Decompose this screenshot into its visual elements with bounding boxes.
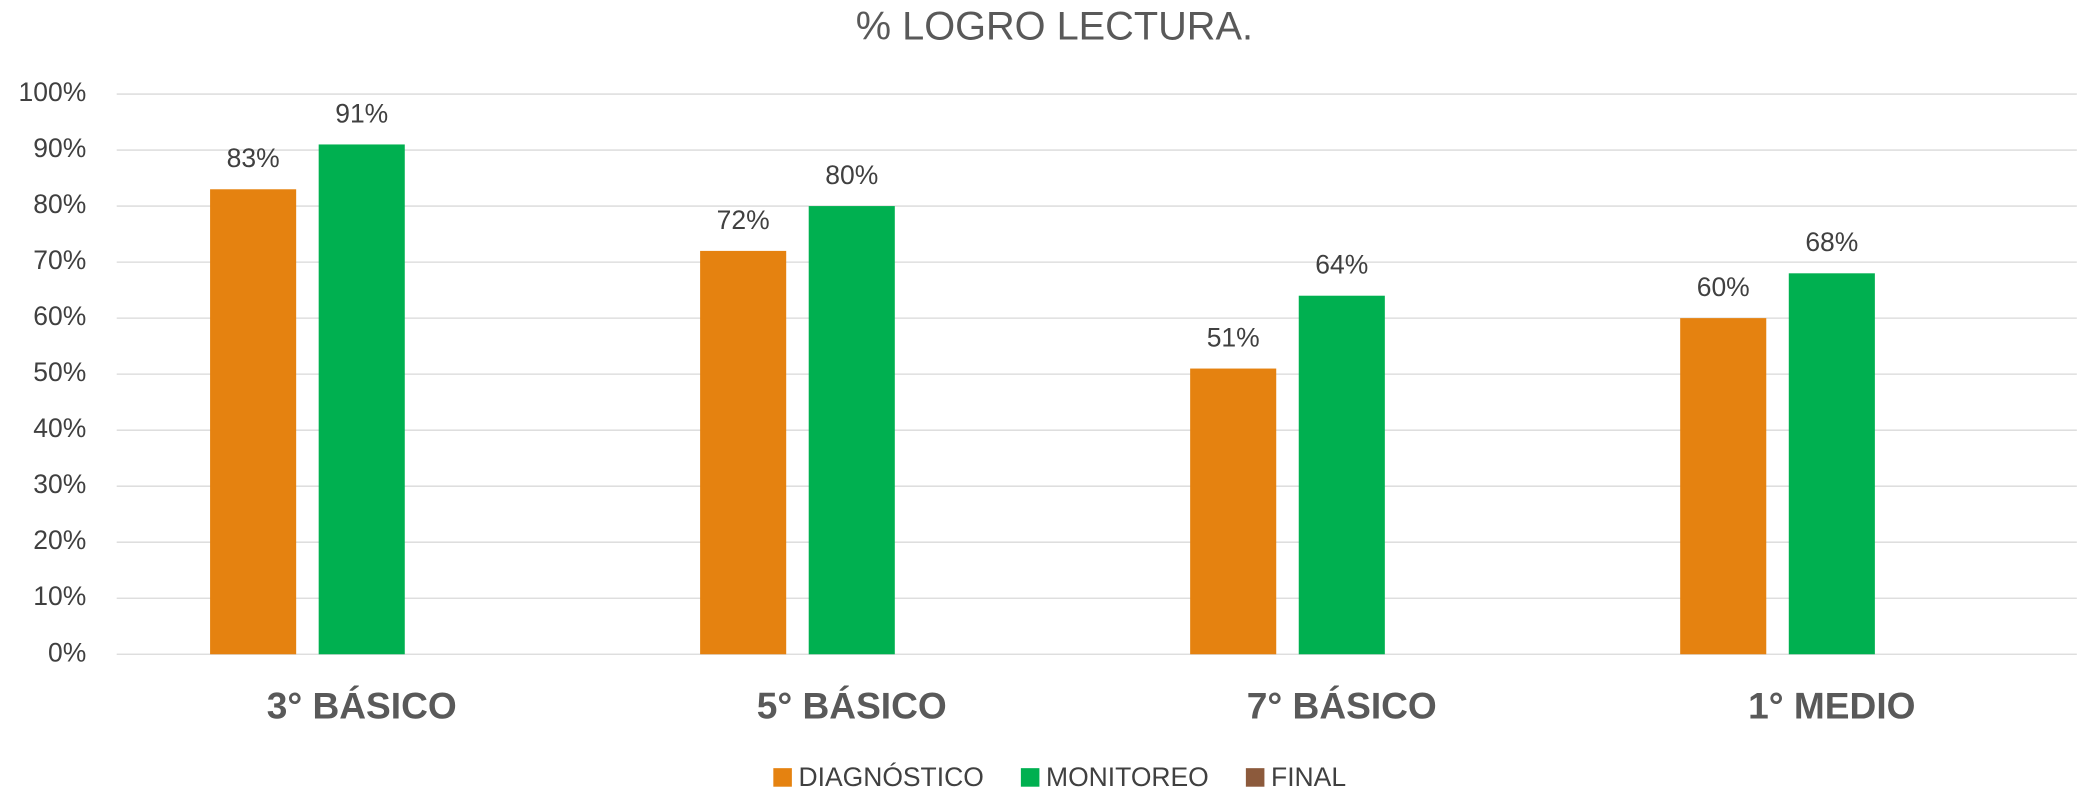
y-tick-label: 10% [33,581,86,611]
bar [210,189,297,655]
legend-swatch [1245,768,1265,787]
y-tick-label: 90% [33,133,86,163]
legend-swatch [773,768,792,787]
x-tick-label: 1° MEDIO [1748,684,1915,726]
y-tick-label: 30% [33,469,86,499]
data-label: 64% [1315,250,1368,280]
bar [318,144,405,655]
data-label: 72% [717,205,770,235]
legend-label: FINAL [1271,762,1346,792]
data-label: 91% [335,98,388,128]
chart-title: % LOGRO LECTURA. [856,5,1253,49]
y-tick-label: 70% [33,245,86,275]
y-tick-label: 50% [33,357,86,387]
legend-swatch [1020,768,1040,787]
data-label: 68% [1805,227,1858,257]
y-tick-label: 0% [48,637,86,667]
bar [1298,295,1385,655]
y-tick-label: 40% [33,413,86,443]
y-tick-label: 60% [33,301,86,331]
y-tick-label: 20% [33,525,86,555]
legend-label: MONITOREO [1046,762,1209,792]
x-tick-label: 3° BÁSICO [267,684,457,726]
data-label: 60% [1697,272,1750,302]
bar [1680,318,1767,655]
y-tick-label: 100% [19,77,87,107]
bar [808,206,895,655]
bar [1190,368,1277,655]
legend-label: DIAGNÓSTICO [798,762,983,792]
data-label: 51% [1207,322,1260,352]
x-tick-label: 7° BÁSICO [1247,684,1437,726]
data-label: 83% [227,143,280,173]
x-tick-label: 5° BÁSICO [757,684,947,726]
data-label: 80% [825,160,878,190]
y-tick-label: 80% [33,189,86,219]
bar [700,250,787,655]
bar [1788,273,1875,655]
